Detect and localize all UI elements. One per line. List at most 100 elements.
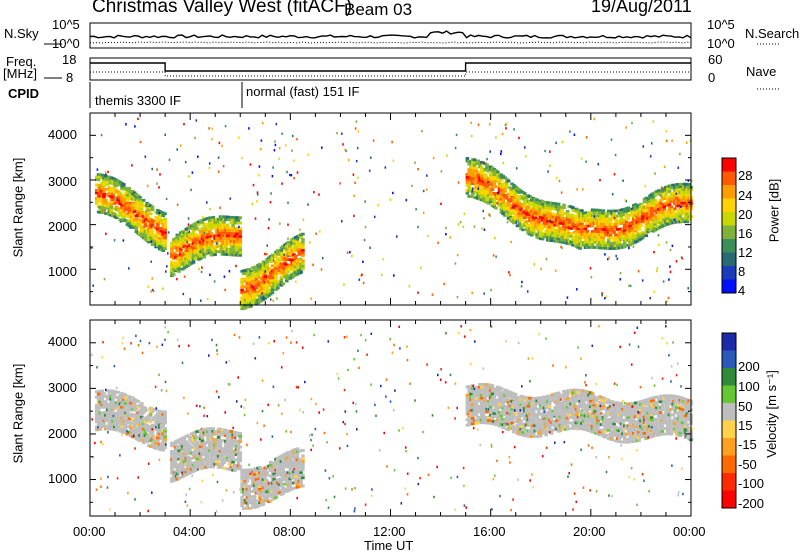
nsearch-tick-bottom: 10^0 <box>707 36 735 51</box>
heatmap-cell <box>601 225 606 229</box>
heatmap-cell <box>159 240 164 244</box>
heatmap-cell <box>521 433 525 437</box>
heatmap-cell <box>546 411 550 414</box>
heatmap-cell <box>295 237 300 241</box>
heatmap-cell <box>158 186 160 189</box>
heatmap-cell <box>189 465 194 468</box>
heatmap-cell <box>555 141 557 145</box>
heatmap-cell <box>592 208 597 212</box>
heatmap-cell <box>301 454 305 458</box>
heatmap-cell <box>605 222 609 226</box>
heatmap-cell <box>567 221 572 224</box>
heatmap-cell <box>242 277 246 281</box>
heatmap-cell <box>122 239 125 242</box>
heatmap-cell <box>123 415 128 419</box>
heatmap-cell <box>295 466 300 470</box>
heatmap-cell <box>522 398 527 402</box>
heatmap-cell <box>530 223 534 226</box>
heatmap-cell <box>470 121 472 124</box>
heatmap-cell <box>562 233 566 236</box>
heatmap-cell <box>163 233 167 237</box>
heatmap-cell <box>581 243 586 247</box>
heatmap-cell <box>381 273 383 276</box>
heatmap-cell <box>547 407 552 411</box>
heatmap-cell <box>301 238 305 241</box>
heatmap-cell <box>173 462 178 465</box>
heatmap-cell <box>154 234 158 238</box>
heatmap-cell <box>216 430 221 434</box>
heatmap-cell <box>129 201 133 205</box>
heatmap-cell <box>354 181 356 184</box>
heatmap-cell <box>197 236 201 240</box>
heatmap-cell <box>501 396 505 399</box>
heatmap-cell <box>678 185 683 189</box>
heatmap-cell <box>494 185 498 189</box>
heatmap-cell <box>685 199 690 202</box>
heatmap-cell <box>265 498 269 502</box>
heatmap-cell <box>653 223 657 227</box>
heatmap-cell <box>669 248 672 252</box>
heatmap-cell <box>218 433 223 437</box>
heatmap-cell <box>120 405 124 409</box>
heatmap-cell <box>655 225 659 228</box>
heatmap-cell <box>521 190 525 194</box>
heatmap-cell <box>614 209 618 213</box>
heatmap-cell <box>277 263 282 267</box>
heatmap-cell <box>266 244 268 247</box>
heatmap-cell <box>113 390 117 393</box>
heatmap-cell <box>666 212 670 215</box>
heatmap-cell <box>506 179 511 183</box>
heatmap-cell <box>104 198 108 202</box>
heatmap-cell <box>658 221 661 224</box>
heatmap-cell <box>236 442 241 446</box>
heatmap-cell <box>617 227 622 231</box>
heatmap-cell <box>515 195 520 198</box>
heatmap-cell <box>238 229 243 233</box>
heatmap-cell <box>571 243 575 247</box>
heatmap-cell <box>417 225 419 229</box>
heatmap-cell <box>176 203 179 206</box>
heatmap-cell <box>513 128 515 131</box>
heatmap-cell <box>283 253 285 256</box>
heatmap-cell <box>351 254 353 258</box>
heatmap-cell <box>471 182 475 185</box>
heatmap-cell <box>603 225 607 229</box>
heatmap-cell <box>98 192 103 195</box>
heatmap-cell <box>285 279 289 283</box>
heatmap-cell <box>147 285 150 288</box>
heatmap-cell <box>177 441 181 445</box>
heatmap-cell <box>483 292 485 295</box>
heatmap-cell <box>513 206 518 210</box>
heatmap-cell <box>120 203 124 207</box>
heatmap-cell <box>483 173 488 176</box>
heatmap-cell <box>540 232 545 236</box>
heatmap-cell <box>131 432 135 436</box>
heatmap-cell <box>200 270 203 274</box>
heatmap-cell <box>546 427 550 431</box>
heatmap-cell <box>163 236 167 240</box>
heatmap-cell <box>275 122 278 126</box>
heatmap-cell <box>274 274 278 278</box>
heatmap-cell <box>209 251 214 254</box>
heatmap-cell <box>269 201 272 204</box>
heatmap-cell <box>687 183 691 186</box>
heatmap-cell <box>513 406 518 410</box>
heatmap-cell <box>277 477 282 481</box>
heatmap-cell <box>467 162 471 166</box>
heatmap-cell <box>341 132 343 135</box>
heatmap-cell <box>150 243 155 246</box>
heatmap-cell <box>114 428 119 432</box>
heatmap-cell <box>301 465 305 469</box>
heatmap-cell <box>270 264 275 268</box>
heatmap-cell <box>177 471 181 475</box>
heatmap-cell <box>265 465 269 469</box>
heatmap-cell <box>546 394 550 398</box>
heatmap-cell <box>680 219 682 222</box>
heatmap-cell <box>261 260 266 264</box>
heatmap-cell <box>125 191 130 194</box>
heatmap-cell <box>590 238 595 241</box>
nave-label: Nave <box>746 64 777 79</box>
heatmap-cell <box>249 163 252 166</box>
freq-series <box>90 62 691 72</box>
heatmap-cell <box>299 463 303 466</box>
